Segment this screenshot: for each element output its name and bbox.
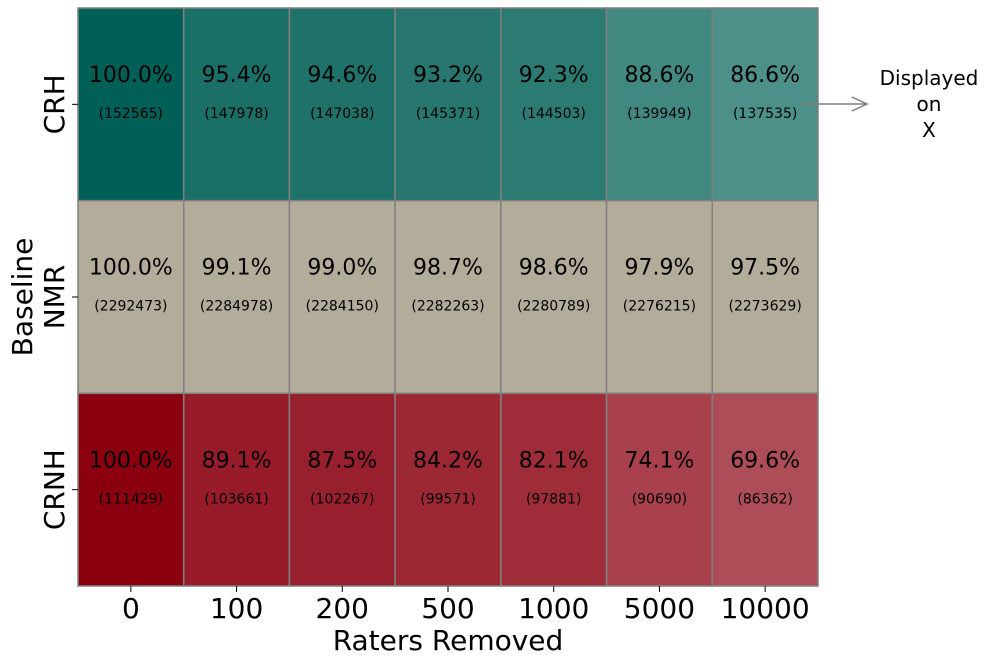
cell-crnh-1000 xyxy=(500,392,608,587)
cell-crnh-100 xyxy=(182,392,291,587)
cell-nmr-100 xyxy=(182,199,291,395)
cell-nmr-1000 xyxy=(500,199,608,395)
cell-crnh-200 xyxy=(288,392,396,587)
cell-percent-label: 89.1% xyxy=(202,448,272,473)
annotation-line-2: on xyxy=(917,92,942,116)
cell-percent-label: 82.1% xyxy=(519,448,589,473)
cell-count-label: (2284978) xyxy=(200,299,273,315)
cell-count-label: (144503) xyxy=(522,106,586,122)
x-tick-label-10000: 10000 xyxy=(721,592,810,625)
cell-percent-label: 84.2% xyxy=(413,448,483,473)
cell-count-label: (90690) xyxy=(632,491,687,507)
cell-count-label: (137535) xyxy=(733,106,797,122)
cell-percent-label: 93.2% xyxy=(413,63,483,88)
cell-count-label: (2292473) xyxy=(94,299,167,315)
x-tick-label-500: 500 xyxy=(421,592,474,625)
cell-count-label: (2276215) xyxy=(623,299,696,315)
x-tick-label-100: 100 xyxy=(210,592,263,625)
y-axis-label: Baseline xyxy=(6,238,39,357)
axes: CRH NMR CRNH 0 100 200 500 1000 5000 10000 xyxy=(38,74,810,625)
cell-nmr-5000 xyxy=(605,199,714,395)
x-tick-label-0: 0 xyxy=(122,592,140,625)
cell-percent-label: 92.3% xyxy=(519,63,589,88)
cell-count-label: (111429) xyxy=(99,491,163,507)
x-tick-label-200: 200 xyxy=(316,592,369,625)
cell-crnh-5000 xyxy=(605,392,714,587)
cell-count-label: (102267) xyxy=(310,491,374,507)
annotation-line-1: Displayed xyxy=(880,66,979,90)
cell-crnh-10000 xyxy=(711,392,819,587)
cell-nmr-500 xyxy=(394,199,502,395)
cell-percent-label: 98.7% xyxy=(413,256,483,281)
cell-percent-label: 100.0% xyxy=(89,256,173,281)
y-tick-label-crh: CRH xyxy=(38,74,71,134)
annotation-arrowhead-icon xyxy=(851,96,869,112)
heatmap-cells xyxy=(77,7,819,587)
cell-count-label: (86362) xyxy=(737,491,792,507)
cell-crh-200 xyxy=(288,7,396,202)
cell-count-label: (2280789) xyxy=(517,299,590,315)
cell-percent-label: 100.0% xyxy=(89,63,173,88)
cell-crh-100 xyxy=(182,7,291,202)
cell-percent-label: 94.6% xyxy=(307,63,377,88)
annotation: Displayed on X xyxy=(800,66,978,142)
cell-percent-label: 88.6% xyxy=(624,63,694,88)
cell-crh-1000 xyxy=(500,7,608,202)
cell-percent-label: 97.5% xyxy=(730,256,800,281)
cell-percent-label: 98.6% xyxy=(519,256,589,281)
cell-count-label: (147978) xyxy=(204,106,268,122)
cell-count-label: (2282263) xyxy=(411,299,484,315)
cell-percent-label: 74.1% xyxy=(624,448,694,473)
x-tick-label-1000: 1000 xyxy=(518,592,589,625)
cell-crh-5000 xyxy=(605,7,714,202)
cell-nmr-0 xyxy=(77,199,185,395)
cell-count-label: (147038) xyxy=(310,106,374,122)
cell-crnh-0 xyxy=(77,392,185,587)
cell-crnh-500 xyxy=(394,392,502,587)
cell-crh-0 xyxy=(77,7,185,202)
x-tick-label-5000: 5000 xyxy=(624,592,695,625)
cell-percent-label: 95.4% xyxy=(202,63,272,88)
cell-count-label: (145371) xyxy=(416,106,480,122)
cell-nmr-200 xyxy=(288,199,396,395)
cell-percent-label: 69.6% xyxy=(730,448,800,473)
y-tick-label-nmr: NMR xyxy=(38,265,71,330)
cell-crh-500 xyxy=(394,7,502,202)
cell-nmr-10000 xyxy=(711,199,819,395)
cell-labels: 100.0% (152565) 95.4% (147978) 94.6% (147038)… xyxy=(89,63,802,507)
cell-count-label: (139949) xyxy=(627,106,691,122)
annotation-line-3: X xyxy=(922,118,936,142)
cell-percent-label: 86.6% xyxy=(730,63,800,88)
cell-percent-label: 97.9% xyxy=(624,256,694,281)
cell-count-label: (2284150) xyxy=(306,299,379,315)
cell-percent-label: 100.0% xyxy=(89,448,173,473)
cell-count-label: (97881) xyxy=(526,491,581,507)
cell-count-label: (99571) xyxy=(420,491,475,507)
cell-count-label: (152565) xyxy=(99,106,163,122)
cell-percent-label: 99.1% xyxy=(202,256,272,281)
y-tick-label-crnh: CRNH xyxy=(38,449,71,530)
cell-count-label: (2273629) xyxy=(729,299,802,315)
cell-percent-label: 99.0% xyxy=(307,256,377,281)
cell-percent-label: 87.5% xyxy=(307,448,377,473)
x-axis-label: Raters Removed xyxy=(333,624,564,657)
cell-count-label: (103661) xyxy=(204,491,268,507)
